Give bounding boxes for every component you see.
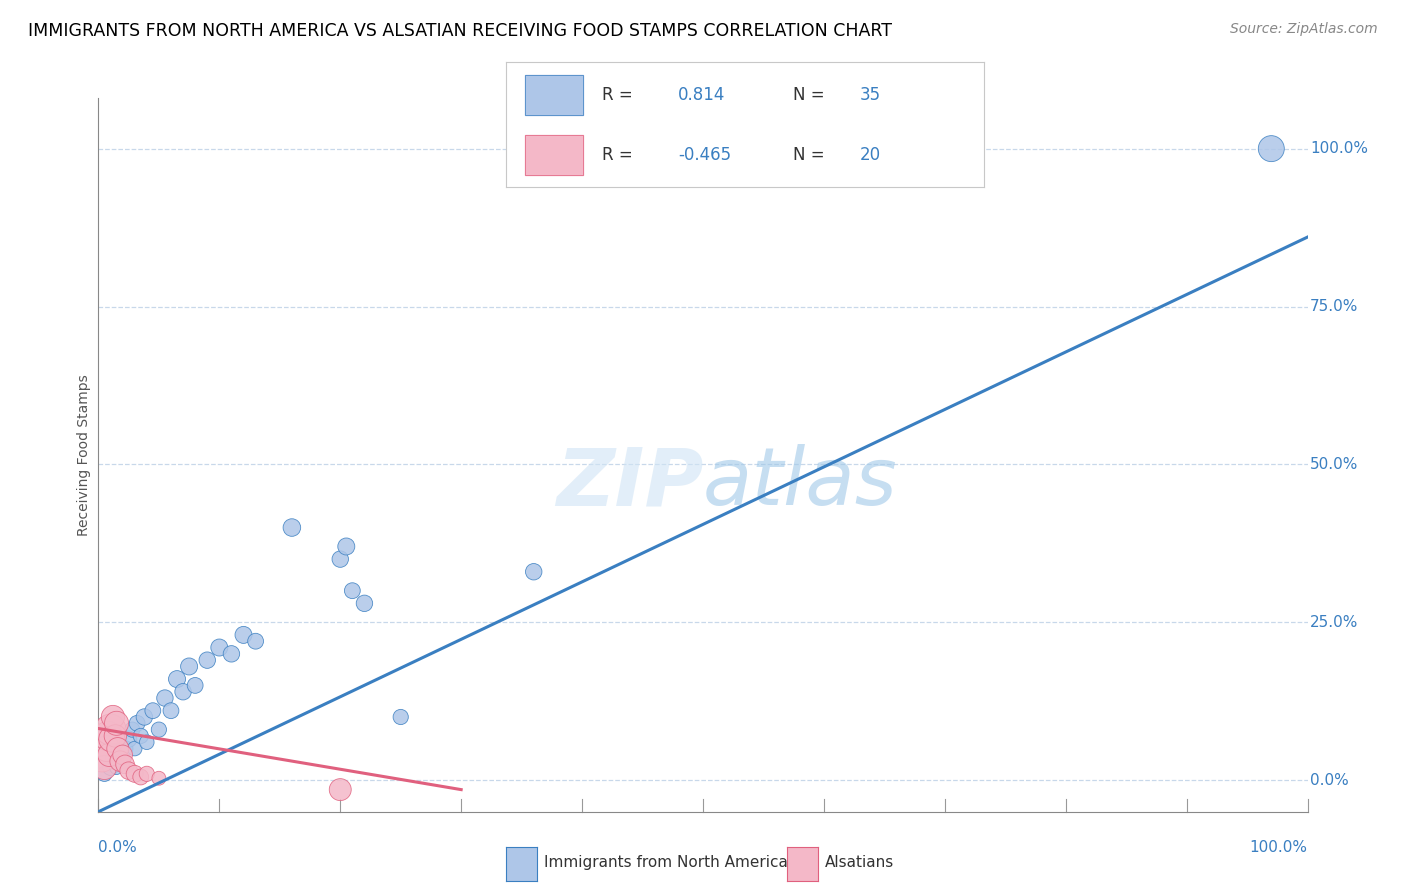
Point xyxy=(108,754,131,768)
Text: 100.0%: 100.0% xyxy=(1250,840,1308,855)
Point xyxy=(93,767,115,781)
Point xyxy=(329,782,352,797)
Point xyxy=(232,628,254,642)
Text: 0.0%: 0.0% xyxy=(98,840,138,855)
Text: Source: ZipAtlas.com: Source: ZipAtlas.com xyxy=(1230,22,1378,37)
Point xyxy=(148,771,170,785)
Point xyxy=(101,710,124,724)
Point xyxy=(91,751,114,765)
Point xyxy=(100,760,122,774)
Point xyxy=(134,710,156,724)
Text: 35: 35 xyxy=(860,86,882,103)
Point xyxy=(179,659,201,673)
Text: atlas: atlas xyxy=(703,444,898,523)
Point xyxy=(97,729,120,743)
Point xyxy=(135,767,157,781)
Point xyxy=(127,716,149,731)
Y-axis label: Receiving Food Stamps: Receiving Food Stamps xyxy=(77,374,91,536)
Point xyxy=(111,754,134,768)
Point xyxy=(153,691,176,706)
Point xyxy=(129,770,152,784)
Text: 0.814: 0.814 xyxy=(678,86,725,103)
Point xyxy=(129,729,152,743)
Point xyxy=(100,732,122,747)
Point xyxy=(98,747,121,762)
Text: R =: R = xyxy=(602,146,638,164)
Point xyxy=(172,684,194,698)
Text: 75.0%: 75.0% xyxy=(1310,299,1358,314)
Point xyxy=(105,760,128,774)
Text: N =: N = xyxy=(793,146,830,164)
Text: Alsatians: Alsatians xyxy=(825,855,894,870)
Text: 0.0%: 0.0% xyxy=(1310,772,1348,788)
Point xyxy=(389,710,412,724)
Point xyxy=(93,760,115,774)
Point xyxy=(142,704,165,718)
Point xyxy=(135,735,157,749)
Point xyxy=(221,647,243,661)
Point xyxy=(195,653,218,667)
Point xyxy=(114,741,136,756)
Point xyxy=(208,640,231,655)
Point xyxy=(111,747,134,762)
Point xyxy=(148,723,170,737)
Text: N =: N = xyxy=(793,86,830,103)
Point xyxy=(335,540,357,554)
Point xyxy=(114,757,136,772)
Point xyxy=(184,678,207,692)
Point xyxy=(107,741,129,756)
Bar xyxy=(526,135,582,175)
Point xyxy=(281,520,304,534)
Point xyxy=(353,596,375,610)
Text: R =: R = xyxy=(602,86,638,103)
Point xyxy=(160,704,183,718)
Point xyxy=(124,767,146,781)
Bar xyxy=(526,135,582,175)
Point xyxy=(121,723,143,737)
Text: 100.0%: 100.0% xyxy=(1310,141,1368,156)
Point xyxy=(245,634,267,648)
Bar xyxy=(526,75,582,115)
Point xyxy=(118,732,141,747)
Point xyxy=(101,751,124,765)
Point xyxy=(523,565,546,579)
Text: -0.465: -0.465 xyxy=(678,146,731,164)
Text: 20: 20 xyxy=(860,146,882,164)
Point xyxy=(118,764,141,778)
Point xyxy=(104,729,127,743)
Point xyxy=(96,741,118,756)
Text: 50.0%: 50.0% xyxy=(1310,457,1358,472)
Text: 25.0%: 25.0% xyxy=(1310,615,1358,630)
Point xyxy=(1260,142,1282,156)
Text: ZIP: ZIP xyxy=(555,444,703,523)
Text: IMMIGRANTS FROM NORTH AMERICA VS ALSATIAN RECEIVING FOOD STAMPS CORRELATION CHAR: IMMIGRANTS FROM NORTH AMERICA VS ALSATIA… xyxy=(28,22,893,40)
Point xyxy=(100,723,122,737)
Text: Immigrants from North America: Immigrants from North America xyxy=(544,855,787,870)
Point xyxy=(342,583,364,598)
Point xyxy=(329,552,352,566)
Point xyxy=(166,672,188,686)
Bar xyxy=(526,75,582,115)
Point xyxy=(124,741,146,756)
Point xyxy=(105,716,128,731)
Point xyxy=(108,747,131,762)
